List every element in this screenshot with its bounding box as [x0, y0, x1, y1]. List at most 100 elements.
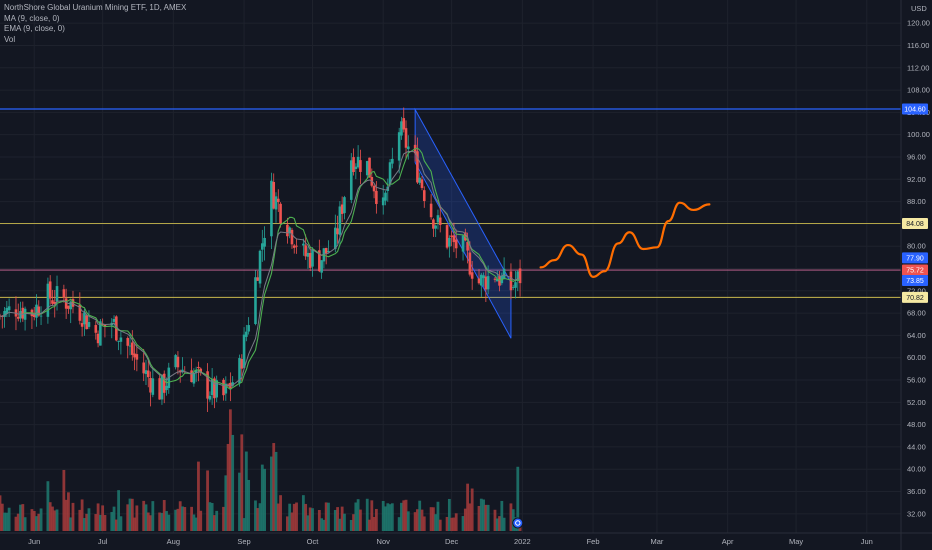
candle-body: [466, 241, 469, 251]
volume-bar: [128, 498, 132, 531]
candle-body: [450, 235, 453, 238]
candle-body: [304, 245, 307, 257]
volume-bar: [452, 517, 456, 531]
price-tick-label: 32.00: [907, 509, 926, 518]
candle-body: [368, 157, 371, 178]
candle-body: [158, 378, 161, 400]
legend-vol[interactable]: Vol: [4, 34, 16, 44]
legend-ma[interactable]: MA (9, close, 0): [4, 13, 60, 23]
volume-bar: [14, 516, 18, 531]
volume-bar: [484, 504, 488, 531]
candle-body: [101, 324, 104, 325]
candle-body: [422, 190, 426, 202]
volume-bar: [208, 502, 212, 531]
volume-bar: [51, 506, 54, 531]
candle-body: [381, 197, 385, 206]
volume-bar: [274, 451, 278, 531]
candle-body: [35, 304, 38, 318]
candle-body: [318, 250, 321, 272]
volume-bar: [402, 500, 406, 531]
candle-body: [311, 249, 314, 267]
price-axis-badge[interactable]: [902, 274, 928, 286]
time-tick-label: Dec: [445, 537, 459, 546]
projection-curve[interactable]: [539, 201, 711, 278]
candle-body: [276, 198, 280, 203]
volume-bar: [498, 516, 501, 531]
candle-body: [7, 306, 11, 311]
price-axis-badge-text: 70.82: [906, 295, 924, 302]
candle-body: [130, 342, 134, 355]
candle-body: [208, 395, 212, 400]
candle-body: [338, 206, 342, 235]
candle-body: [461, 235, 465, 252]
candle-body: [288, 227, 291, 234]
candle-body: [352, 157, 355, 173]
candle-body: [509, 271, 513, 291]
price-tick-label: 64.00: [907, 331, 926, 340]
candle-body: [486, 276, 490, 290]
volume-bar: [226, 443, 230, 531]
candle-body: [64, 298, 68, 309]
candle-body: [80, 323, 84, 327]
candle-body: [247, 325, 250, 332]
time-tick-label: Oct: [307, 537, 320, 546]
candle-body: [349, 160, 353, 200]
candle-body: [242, 334, 246, 368]
price-axis-badge[interactable]: [902, 264, 928, 276]
event-marker-inner: [515, 520, 521, 526]
volume-bar: [82, 518, 86, 531]
volume-bar: [359, 509, 362, 531]
projection-path[interactable]: [539, 201, 711, 278]
volume-bar: [454, 513, 458, 531]
price-axis-badge[interactable]: [902, 252, 928, 264]
legend-ema[interactable]: EMA (9, close, 0): [4, 24, 65, 33]
volume-bar: [46, 481, 50, 531]
candle-body: [498, 275, 501, 286]
volume-bar: [404, 499, 408, 531]
candle-body: [53, 301, 57, 304]
volume-bar: [0, 503, 4, 531]
volume-bar: [397, 517, 401, 531]
candle-body: [162, 373, 166, 393]
price-levels[interactable]: [0, 108, 901, 298]
volume-bar: [62, 469, 66, 531]
volume-bar: [101, 505, 105, 531]
volume-bar: [436, 501, 440, 531]
candle-body: [258, 250, 262, 284]
volume-bar: [258, 503, 262, 531]
volume-bar: [372, 517, 376, 531]
candle-body: [518, 268, 522, 284]
volume-bar: [418, 500, 422, 531]
price-axis-badge[interactable]: [902, 217, 928, 229]
candle-body: [78, 304, 82, 321]
volume-bar: [406, 511, 410, 531]
ema-line: [0, 150, 521, 387]
time-tick-label: Apr: [722, 537, 734, 546]
volume-bar: [279, 495, 282, 531]
legend-title[interactable]: NorthShore Global Uranium Mining ETF, 1D…: [4, 3, 187, 12]
candle-body: [479, 274, 483, 286]
candle-body: [274, 196, 278, 210]
volume-bar: [133, 517, 136, 531]
volume-bar: [276, 503, 280, 531]
candle-body: [375, 190, 378, 204]
volume-bar: [80, 499, 84, 531]
price-tick-label: 92.00: [907, 175, 926, 184]
volume-bar: [354, 502, 358, 531]
volume-bar: [69, 517, 73, 531]
volume-bar: [509, 503, 513, 531]
events-marker[interactable]: [512, 517, 524, 529]
candle-body: [448, 237, 451, 247]
volume-bar: [5, 512, 9, 531]
event-marker-icon[interactable]: [512, 517, 524, 529]
candle-body: [397, 132, 401, 161]
candle-body: [516, 271, 520, 281]
price-axis-badge[interactable]: [902, 291, 928, 303]
volume-bar: [292, 503, 296, 531]
candle-body: [224, 383, 228, 394]
candle-body: [55, 286, 59, 302]
volume-bar: [295, 502, 298, 531]
volume-bar: [388, 504, 392, 531]
price-axis-badge[interactable]: [902, 103, 928, 115]
